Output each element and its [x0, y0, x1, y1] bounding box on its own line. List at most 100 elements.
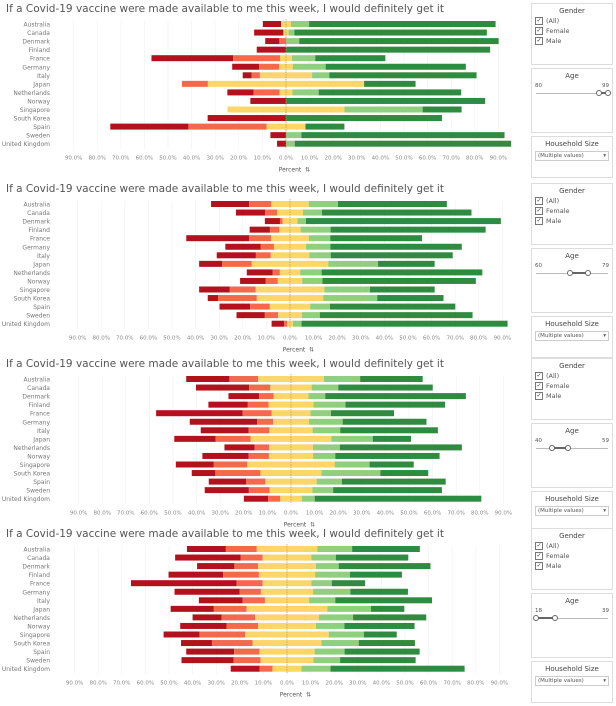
bar-segment-strongly-agree[interactable]	[350, 588, 408, 595]
bar-segment-strongly-agree[interactable]	[344, 648, 420, 655]
bar-segment-agree[interactable]	[311, 580, 332, 587]
bar-segment-agree[interactable]	[313, 452, 336, 459]
slider-handle-max[interactable]	[552, 615, 559, 621]
bar-segment-agree[interactable]	[321, 470, 381, 477]
checkbox-checked-icon[interactable]: ✓	[535, 197, 543, 205]
bar-segment-strongly-agree[interactable]	[330, 665, 465, 672]
bar-segment-strongly-agree[interactable]	[286, 115, 442, 122]
household-size-dropdown[interactable]: (Multiple values) ▾	[535, 506, 609, 516]
bar-segment-disagree[interactable]	[225, 546, 257, 552]
bar-segment-strongly-agree[interactable]	[321, 209, 472, 216]
bar-segment-neutral[interactable]	[250, 435, 332, 442]
checkbox-checked-icon[interactable]: ✓	[535, 207, 543, 215]
bar-segment-neutral[interactable]	[287, 320, 293, 327]
bar-segment-agree[interactable]	[313, 657, 341, 664]
bar-segment-disagree[interactable]	[253, 89, 280, 96]
bar-segment-strongly-disagree[interactable]	[228, 393, 260, 400]
bar-segment-strongly-disagree[interactable]	[265, 38, 280, 45]
bar-segment-strongly-disagree[interactable]	[262, 21, 282, 27]
bar-segment-disagree[interactable]	[222, 260, 252, 267]
bar-segment-strongly-disagree[interactable]	[246, 269, 273, 276]
bar-segment-disagree[interactable]	[284, 320, 288, 327]
bar-segment-strongly-agree[interactable]	[338, 384, 433, 391]
bar-segment-agree[interactable]	[302, 277, 323, 284]
bar-segment-strongly-disagree[interactable]	[207, 115, 286, 122]
bar-segment-disagree[interactable]	[259, 665, 273, 672]
bar-segment-strongly-agree[interactable]	[344, 622, 415, 629]
bar-segment-strongly-disagree[interactable]	[219, 303, 251, 310]
bar-segment-neutral[interactable]	[207, 80, 365, 87]
bar-segment-strongly-disagree[interactable]	[151, 55, 234, 62]
bar-segment-agree[interactable]	[297, 218, 306, 225]
bar-segment-disagree[interactable]	[215, 470, 261, 477]
sort-icon[interactable]: ⇅	[305, 166, 310, 173]
bar-segment-disagree[interactable]	[249, 235, 272, 242]
bar-segment-strongly-agree[interactable]	[330, 252, 453, 259]
checkbox-checked-icon[interactable]: ✓	[535, 27, 543, 35]
bar-segment-strongly-agree[interactable]	[331, 580, 366, 587]
bar-segment-strongly-disagree[interactable]	[180, 622, 227, 629]
bar-segment-strongly-agree[interactable]	[321, 269, 483, 276]
bar-segment-strongly-disagree[interactable]	[236, 312, 265, 319]
bar-segment-strongly-disagree[interactable]	[174, 435, 216, 442]
bar-segment-agree[interactable]	[323, 376, 361, 382]
bar-segment-strongly-agree[interactable]	[338, 563, 431, 570]
bar-segment-agree[interactable]	[327, 605, 372, 612]
age-range-slider[interactable]	[533, 614, 608, 622]
bar-segment-agree[interactable]	[317, 546, 353, 552]
bar-segment-neutral[interactable]	[262, 580, 312, 587]
bar-segment-agree[interactable]	[292, 320, 302, 327]
checkbox-checked-icon[interactable]: ✓	[535, 542, 543, 550]
bar-segment-disagree[interactable]	[233, 55, 281, 62]
bar-segment-disagree[interactable]	[257, 418, 274, 425]
bar-segment-strongly-agree[interactable]	[330, 243, 462, 250]
bar-segment-agree[interactable]	[288, 29, 295, 36]
bar-segment-disagree[interactable]	[255, 252, 271, 259]
bar-segment-disagree[interactable]	[226, 622, 259, 629]
bar-segment-disagree[interactable]	[248, 487, 270, 494]
bar-segment-disagree[interactable]	[259, 393, 274, 400]
bar-segment-agree[interactable]	[316, 563, 339, 570]
bar-segment-strongly-agree[interactable]	[301, 320, 508, 327]
gender-option[interactable]: ✓ Female	[535, 27, 609, 35]
gender-option[interactable]: ✓ Male	[535, 37, 609, 45]
bar-segment-strongly-agree[interactable]	[330, 226, 486, 233]
bar-segment-strongly-agree[interactable]	[372, 435, 412, 442]
bar-segment-strongly-disagree[interactable]	[181, 640, 212, 647]
bar-segment-strongly-agree[interactable]	[340, 427, 438, 434]
bar-segment-strongly-disagree[interactable]	[200, 427, 249, 434]
bar-segment-disagree[interactable]	[233, 657, 261, 664]
bar-segment-strongly-disagree[interactable]	[216, 252, 256, 259]
bar-segment-strongly-disagree[interactable]	[191, 470, 216, 477]
bar-segment-disagree[interactable]	[199, 631, 246, 638]
bar-segment-agree[interactable]	[301, 665, 331, 672]
bar-segment-disagree[interactable]	[221, 614, 256, 621]
bar-segment-neutral[interactable]	[258, 622, 316, 629]
bar-segment-agree[interactable]	[314, 648, 345, 655]
checkbox-checked-icon[interactable]: ✓	[535, 382, 543, 390]
bar-segment-strongly-agree[interactable]	[335, 452, 440, 459]
bar-segment-disagree[interactable]	[248, 452, 269, 459]
bar-segment-strongly-agree[interactable]	[358, 640, 415, 647]
chevron-down-icon[interactable]: ▾	[603, 153, 606, 159]
bar-segment-disagree[interactable]	[269, 226, 280, 233]
checkbox-checked-icon[interactable]: ✓	[535, 37, 543, 45]
bar-segment-strongly-agree[interactable]	[422, 106, 462, 113]
gender-option[interactable]: ✓ (All)	[535, 197, 609, 205]
checkbox-checked-icon[interactable]: ✓	[535, 17, 543, 25]
bar-segment-strongly-disagree[interactable]	[207, 295, 219, 302]
bar-segment-agree[interactable]	[321, 640, 359, 647]
bar-segment-strongly-disagree[interactable]	[243, 495, 269, 502]
bar-segment-strongly-agree[interactable]	[380, 470, 429, 477]
bar-segment-strongly-agree[interactable]	[377, 295, 444, 302]
gender-option[interactable]: ✓ Female	[535, 207, 609, 215]
bar-segment-disagree[interactable]	[234, 563, 258, 570]
bar-segment-strongly-agree[interactable]	[345, 401, 446, 408]
bar-segment-strongly-agree[interactable]	[338, 201, 447, 207]
bar-segment-disagree[interactable]	[242, 597, 265, 604]
bar-segment-agree[interactable]	[301, 312, 320, 319]
bar-segment-agree[interactable]	[286, 38, 300, 45]
bar-segment-strongly-disagree[interactable]	[199, 286, 230, 293]
bar-segment-strongly-agree[interactable]	[339, 444, 462, 451]
bar-segment-agree[interactable]	[308, 235, 331, 242]
